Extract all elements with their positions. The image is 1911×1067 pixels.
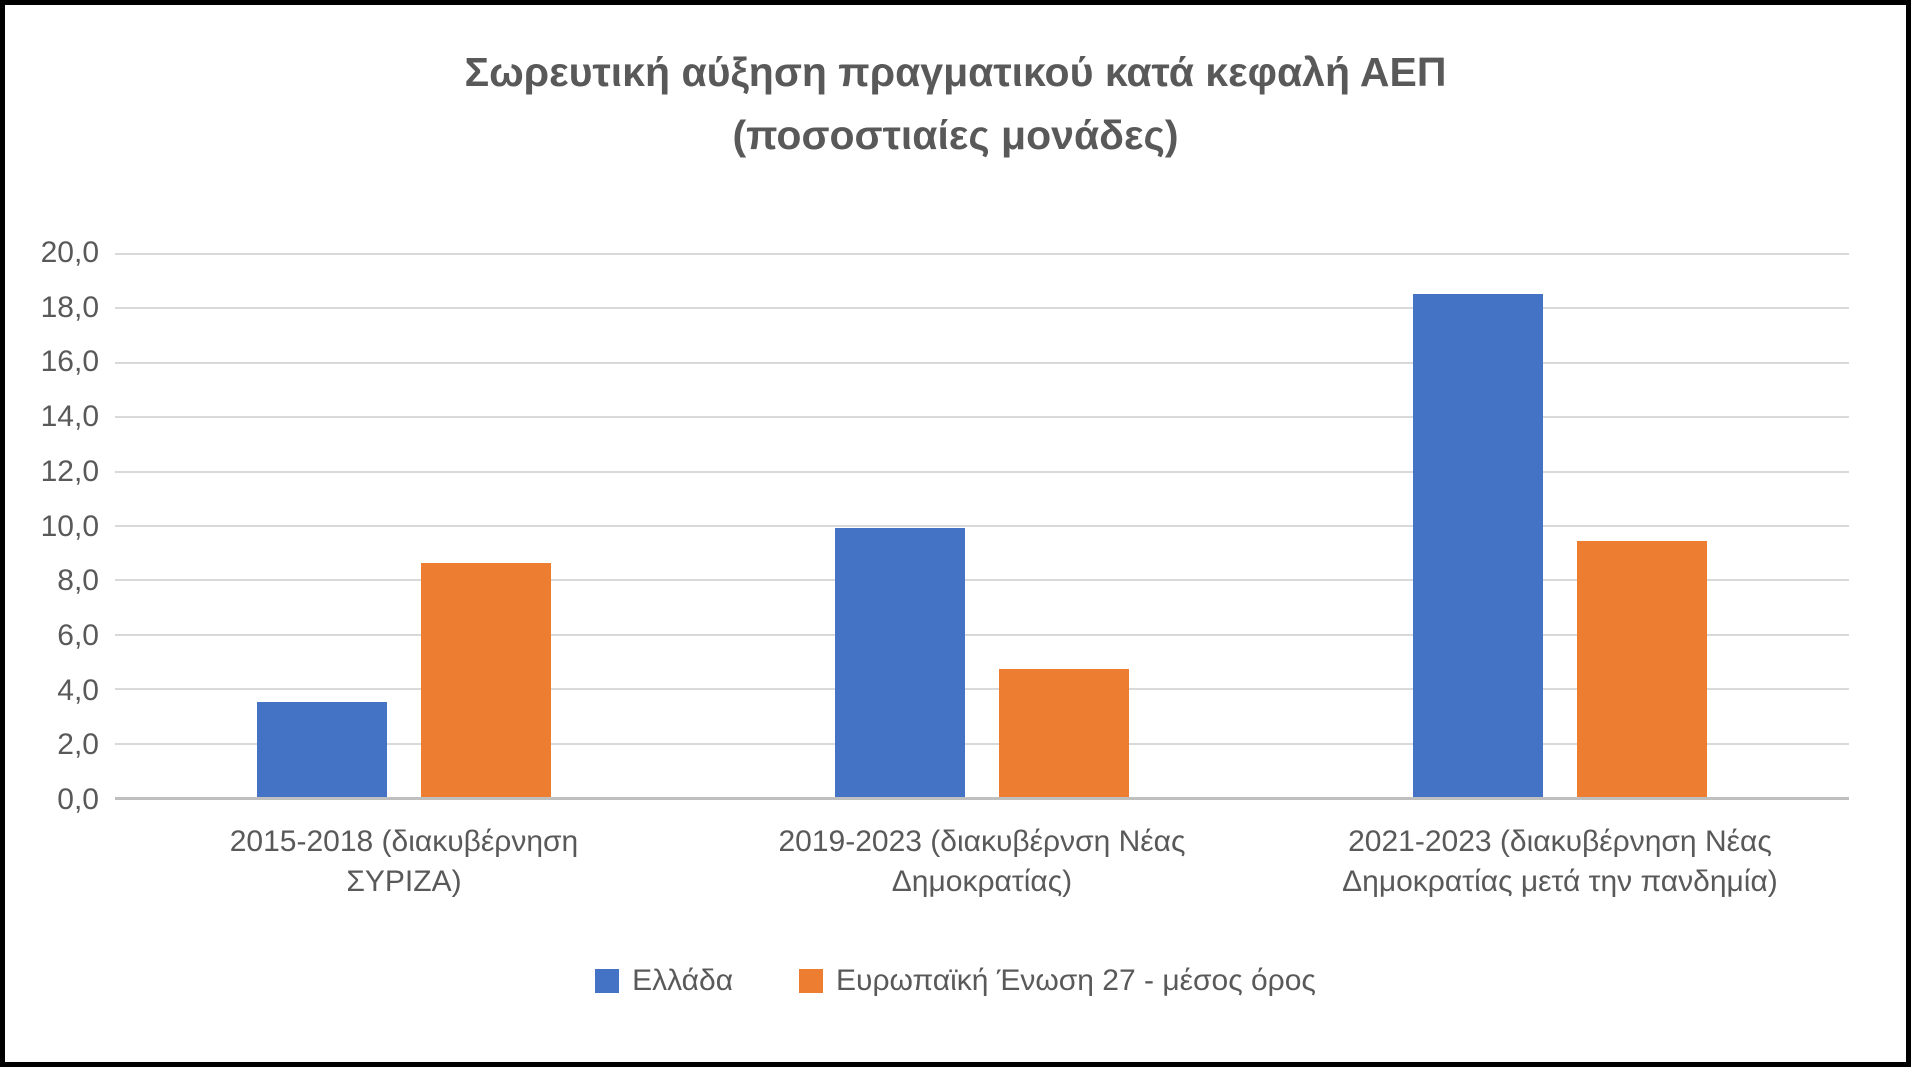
legend-label: Ευρωπαϊκή Ένωση 27 - μέσος όρος: [836, 964, 1316, 997]
legend-label: Ελλάδα: [632, 964, 734, 997]
x-axis-categories: 2015-2018 (διακυβέρνηση ΣΥΡΙΖΑ) 2019-2023…: [115, 822, 1849, 902]
y-tick-label: 16,0: [40, 345, 99, 379]
bar-group: [1271, 253, 1849, 797]
y-tick-label: 6,0: [57, 618, 99, 652]
gridline: [115, 307, 1849, 310]
gridline: [115, 688, 1849, 691]
gridline: [115, 579, 1849, 582]
category-cell: 2015-2018 (διακυβέρνηση ΣΥΡΙΖΑ): [115, 822, 693, 902]
y-tick-label: 12,0: [40, 454, 99, 488]
bar-group: [115, 253, 693, 797]
category-label: 2015-2018 (διακυβέρνηση ΣΥΡΙΖΑ): [229, 825, 579, 898]
y-tick-label: 18,0: [40, 290, 99, 324]
y-tick-label: 20,0: [40, 236, 99, 269]
y-tick-label: 4,0: [57, 673, 99, 707]
bar-series-1: [420, 563, 551, 797]
y-tick-label: 8,0: [57, 564, 99, 598]
chart-subtitle: (ποσοστιαίες μονάδες): [732, 112, 1179, 158]
bar-series-0: [1412, 293, 1543, 797]
bars-layer: [115, 253, 1849, 797]
bar-series-1: [1576, 541, 1707, 797]
category-cell: 2021-2023 (διακυβέρνηση Νέας Δημοκρατίας…: [1271, 822, 1849, 902]
gridline: [115, 416, 1849, 419]
plot-area: [115, 253, 1849, 800]
bar-series-0: [256, 701, 387, 797]
legend-item: Ευρωπαϊκή Ένωση 27 - μέσος όρος: [799, 964, 1316, 998]
legend: Ελλάδα Ευρωπαϊκή Ένωση 27 - μέσος όρος: [5, 964, 1906, 998]
y-tick-label: 14,0: [40, 400, 99, 434]
chart-title-block: Σωρευτική αύξηση πραγματικού κατά κεφαλή…: [5, 41, 1906, 167]
legend-swatch: [799, 969, 824, 993]
bar-group: [693, 253, 1271, 797]
y-axis: 20,0 18,0 16,0 14,0 12,0 10,0 8,0 6,0 4,0 2,0 0,0: [5, 236, 115, 816]
chart-area: 20,0 18,0 16,0 14,0 12,0 10,0 8,0 6,0 4,0 2,0 0,0: [5, 236, 1849, 816]
gridline: [115, 525, 1849, 527]
gridline: [115, 361, 1849, 364]
chart-title: Σωρευτική αύξηση πραγματικού κατά κεφαλή…: [464, 49, 1447, 95]
bar-series-0: [834, 527, 965, 797]
legend-item: Ελλάδα: [595, 964, 733, 998]
y-tick-label: 2,0: [57, 728, 99, 762]
gridline: [115, 253, 1849, 255]
category-label: 2019-2023 (διακυβέρνση Νέας Δημοκρατίας): [778, 825, 1186, 898]
bar-series-1: [998, 669, 1129, 797]
y-tick-label: 0,0: [57, 783, 99, 816]
legend-swatch: [595, 969, 620, 993]
category-label: 2021-2023 (διακυβέρνηση Νέας Δημοκρατίας…: [1342, 825, 1778, 898]
gridline: [115, 633, 1849, 636]
gridline: [115, 470, 1849, 473]
gridline: [115, 742, 1849, 745]
category-cell: 2019-2023 (διακυβέρνση Νέας Δημοκρατίας): [693, 822, 1271, 902]
y-tick-label: 10,0: [40, 509, 99, 543]
